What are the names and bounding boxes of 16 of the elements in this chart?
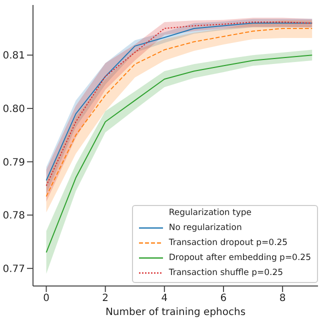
legend-label: No regularization <box>168 222 242 232</box>
legend-label: Transaction dropout p=0.25 <box>168 238 288 248</box>
y-tick-label: 0.80 <box>2 104 25 115</box>
y-tick-label: 0.79 <box>2 157 25 168</box>
y-tick-label: 0.81 <box>2 50 25 62</box>
legend-label: Dropout after embedding p=0.25 <box>168 252 311 262</box>
x-tick-label: 8 <box>279 293 286 304</box>
x-axis-title: Number of training ephochs <box>105 307 246 318</box>
legend-title: Regularization type <box>168 208 252 218</box>
legend-label: Transaction shuffle p=0.25 <box>168 268 284 278</box>
y-tick-label: 0.78 <box>2 210 25 222</box>
x-tick-label: 0 <box>43 293 50 304</box>
y-tick-label: 0.77 <box>2 264 25 275</box>
x-tick-label: 6 <box>220 293 227 304</box>
x-tick-label: 4 <box>161 293 168 304</box>
x-tick-label: 2 <box>102 293 109 304</box>
